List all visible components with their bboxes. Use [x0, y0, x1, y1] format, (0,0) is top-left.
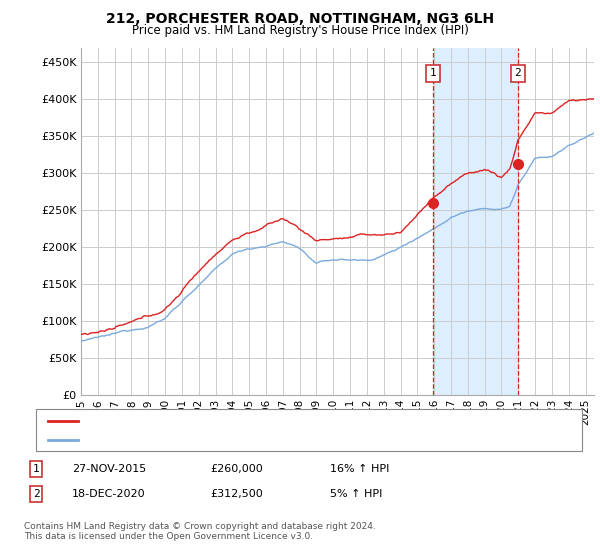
Text: HPI: Average price, detached house, Gedling: HPI: Average price, detached house, Gedl…	[87, 435, 320, 445]
Text: 1: 1	[430, 68, 436, 78]
Bar	[433, 48, 518, 395]
Text: Price paid vs. HM Land Registry's House Price Index (HPI): Price paid vs. HM Land Registry's House …	[131, 24, 469, 36]
Text: 18-DEC-2020: 18-DEC-2020	[72, 489, 146, 499]
Text: 212, PORCHESTER ROAD, NOTTINGHAM, NG3 6LH (detached house): 212, PORCHESTER ROAD, NOTTINGHAM, NG3 6L…	[87, 416, 442, 426]
Text: 212, PORCHESTER ROAD, NOTTINGHAM, NG3 6LH: 212, PORCHESTER ROAD, NOTTINGHAM, NG3 6L…	[106, 12, 494, 26]
Text: £260,000: £260,000	[210, 464, 263, 474]
Text: 1: 1	[32, 464, 40, 474]
Text: 5% ↑ HPI: 5% ↑ HPI	[330, 489, 382, 499]
Text: 2: 2	[514, 68, 521, 78]
Text: Contains HM Land Registry data © Crown copyright and database right 2024.
This d: Contains HM Land Registry data © Crown c…	[24, 522, 376, 542]
Text: 2: 2	[32, 489, 40, 499]
Text: 27-NOV-2015: 27-NOV-2015	[72, 464, 146, 474]
Text: 16% ↑ HPI: 16% ↑ HPI	[330, 464, 389, 474]
Text: £312,500: £312,500	[210, 489, 263, 499]
